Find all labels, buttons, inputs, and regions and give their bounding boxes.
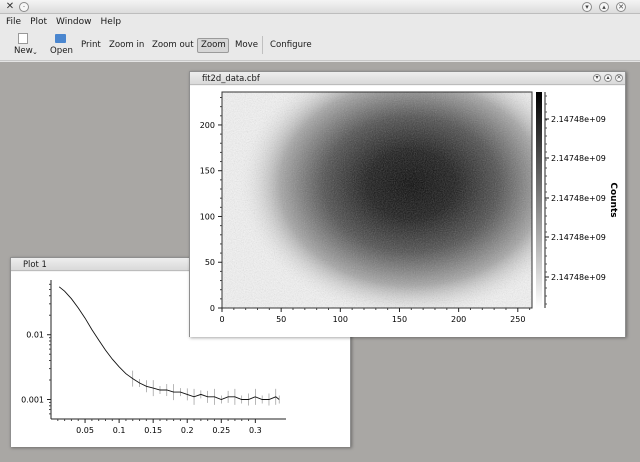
new-button[interactable]: New: [14, 46, 33, 56]
image-x-tick-label: 200: [451, 315, 466, 324]
maximize-icon[interactable]: ▴: [599, 2, 609, 12]
heatmap-noise: [222, 92, 532, 308]
image-y-tick-label: 150: [200, 167, 215, 176]
colorbar-tick-label: 2.14748e+09: [551, 115, 606, 124]
image-x-tick-label: 0: [219, 315, 224, 324]
image-chart[interactable]: 0 50 100 150 200 250 0 50 100 150 200 2.14748e+09 2.…: [190, 86, 625, 337]
image-titlebar[interactable]: fit2d_data.cbf ▾ ▴ ✕: [190, 72, 625, 85]
plot1-x-tick-label: 0.1: [113, 426, 126, 435]
colorbar-tick-label: 2.14748e+09: [551, 194, 606, 203]
window-titlebar: ✕ · ▾ ▴ ✕: [0, 0, 640, 14]
image-x-tick-label: 250: [510, 315, 525, 324]
close-icon[interactable]: ✕: [616, 2, 626, 12]
window-menu-icon[interactable]: ·: [19, 2, 29, 12]
new-document-icon[interactable]: [18, 33, 28, 44]
subwin-shade-icon[interactable]: ▴: [604, 74, 612, 82]
menu-help[interactable]: Help: [100, 17, 122, 27]
colorbar-label: Counts: [608, 182, 618, 217]
menu-window[interactable]: Window: [56, 17, 92, 27]
new-dropdown-icon[interactable]: ⌄: [32, 48, 38, 56]
plot1-x-tick-label: 0.3: [249, 426, 262, 435]
zoom-button[interactable]: Zoom: [201, 40, 226, 50]
minimize-icon[interactable]: ▾: [582, 2, 592, 12]
app-icon[interactable]: ✕: [5, 1, 15, 12]
plot1-x-tick-label: 0.15: [144, 426, 162, 435]
image-x-tick-label: 150: [392, 315, 407, 324]
image-y-tick-label: 50: [205, 258, 215, 267]
configure-button[interactable]: Configure: [270, 40, 312, 50]
menu-file[interactable]: File: [6, 17, 22, 27]
move-button[interactable]: Move: [235, 40, 259, 50]
open-button[interactable]: Open: [50, 46, 73, 56]
plot1-y-tick-label: 0.001: [21, 396, 44, 405]
image-x-tick-label: 50: [276, 315, 286, 324]
image-x-tick-label: 100: [333, 315, 348, 324]
zoom-button-frame[interactable]: [197, 38, 229, 53]
image-title: fit2d_data.cbf: [202, 73, 260, 83]
image-y-tick-label: 0: [210, 304, 215, 313]
subwin-menu-icon[interactable]: ▾: [593, 74, 601, 82]
folder-icon[interactable]: [55, 34, 66, 43]
plot1-series-line: [58, 286, 280, 400]
image-y-tick-label: 200: [200, 121, 215, 130]
plot1-x-tick-label: 0.2: [181, 426, 194, 435]
colorbar: [536, 92, 542, 308]
plot1-title: Plot 1: [23, 259, 47, 269]
toolbar-separator: [262, 36, 263, 54]
toolbar: [0, 30, 640, 61]
print-button[interactable]: Print: [81, 40, 101, 50]
menu-plot[interactable]: Plot: [30, 17, 48, 27]
image-y-tick-label: 100: [200, 212, 215, 221]
plot1-y-tick-label: 0.01: [26, 331, 44, 340]
zoom-out-button[interactable]: Zoom out: [152, 40, 194, 50]
heatmap-frame: [221, 91, 533, 309]
subwin-close-icon[interactable]: ✕: [615, 74, 623, 82]
image-window[interactable]: fit2d_data.cbf ▾ ▴ ✕: [189, 71, 626, 337]
menubar: File Plot Window Help: [0, 14, 640, 30]
colorbar-tick-label: 2.14748e+09: [551, 154, 606, 163]
colorbar-tick-label: 2.14748e+09: [551, 273, 606, 282]
plot1-x-tick-label: 0.05: [76, 426, 94, 435]
zoom-in-button[interactable]: Zoom in: [109, 40, 145, 50]
plot1-x-tick-label: 0.25: [212, 426, 230, 435]
colorbar-tick-label: 2.14748e+09: [551, 233, 606, 242]
